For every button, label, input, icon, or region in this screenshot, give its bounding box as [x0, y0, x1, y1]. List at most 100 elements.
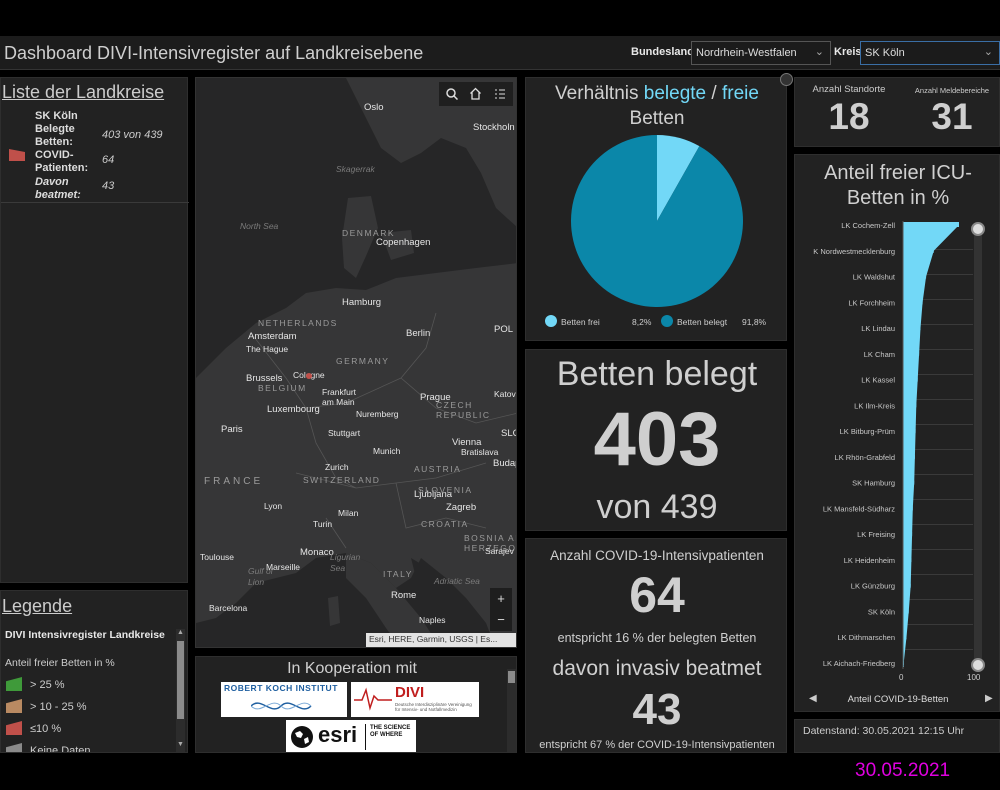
esri-logo-text: esri — [318, 722, 358, 747]
pie-title-belegte: belegte — [643, 83, 707, 104]
bar[interactable] — [903, 300, 923, 305]
map-attribution[interactable]: Esri, HERE, Garmin, USGS | Es... — [366, 633, 516, 647]
map-label-munich: Munich — [373, 446, 401, 456]
pie-chart[interactable] — [570, 134, 744, 308]
bar-category-label: SK Hamburg — [852, 479, 895, 488]
bar[interactable] — [903, 248, 934, 253]
chart-scroll-handle-bottom[interactable] — [971, 658, 985, 672]
map-label-hamburg: Hamburg — [342, 297, 382, 308]
zoom-in-button[interactable]: + — [490, 588, 512, 610]
icu-bar-chart[interactable]: LK Cochem-Zell K Nordwestmecklenburg LK Wa… — [795, 155, 1000, 712]
map-basemap — [196, 78, 516, 647]
home-icon[interactable] — [469, 87, 482, 100]
search-icon[interactable] — [446, 88, 458, 100]
divi-logo[interactable]: DIVI Deutsche Interdisziplinäre Vereinig… — [351, 682, 479, 717]
bar[interactable] — [903, 635, 907, 640]
chevron-down-icon: ⌄ — [983, 46, 993, 58]
chart-next-icon[interactable]: ▶ — [985, 693, 993, 704]
map-label-stuttgart: Stuttgart — [328, 428, 361, 438]
map-label-katow: Katov — [494, 389, 516, 399]
map-label-copenhagen: Copenhagen — [376, 237, 431, 248]
bar[interactable] — [903, 532, 913, 537]
pie-title: Verhältnis belegte / freie — [526, 83, 788, 105]
legend-title[interactable]: Legende — [2, 596, 73, 616]
map-label-lyon: Lyon — [264, 501, 283, 511]
bar[interactable] — [903, 274, 927, 279]
zoom-out-button[interactable]: − — [490, 609, 512, 631]
list-item[interactable]: SK Köln Belegte Betten: 403 von 439 COVI… — [1, 106, 189, 202]
map-label-oslo: Oslo — [364, 102, 384, 113]
bar-category-label: LK Waldshut — [853, 273, 896, 282]
map-label-zagreb: Zagreb — [446, 502, 477, 513]
legend-item-label: > 25 % — [30, 679, 65, 691]
legend-scrollbar[interactable]: ▲ ▼ — [176, 629, 185, 752]
map-label-brussels: Brussels — [246, 373, 283, 384]
bar[interactable] — [903, 351, 920, 356]
chart-scroll-track[interactable] — [974, 225, 982, 665]
covid-value2: 43 — [632, 685, 682, 734]
legend-swatch-icon — [6, 677, 22, 691]
divider — [365, 724, 366, 750]
esri-tagline: THE SCIENCE OF WHERE — [370, 725, 411, 738]
app-title: Dashboard DIVI-Intensivregister auf Land… — [4, 43, 424, 63]
landkreis-list-panel: Liste der Landkreise SK Köln Belegte Bet… — [0, 77, 189, 583]
chart-tab-label[interactable]: Anteil COVID-19-Betten — [847, 694, 949, 705]
map-view[interactable]: Oslo Stockholn Skagerrak North Sea DENMA… — [195, 77, 517, 648]
divi-logo-mark — [354, 687, 392, 711]
map-label-prague: Prague — [420, 392, 451, 403]
list-title[interactable]: Liste der Landkreise — [2, 82, 165, 102]
bar-category-label: LK Dithmarschen — [837, 633, 895, 642]
map-label-milan: Milan — [338, 508, 359, 518]
map-label-paris: Paris — [221, 424, 243, 435]
map-label-stockholm: Stockholn — [473, 122, 515, 133]
rki-logo-mark — [251, 702, 312, 710]
map-label-denmark: DENMARK — [342, 228, 396, 238]
bundesland-select[interactable]: Nordrhein-Westfalen ⌄ — [691, 41, 831, 65]
pie-slice-belegt[interactable] — [571, 135, 743, 307]
map-label-belgium: BELGIUM — [258, 383, 307, 393]
kreis-select[interactable]: SK Köln ⌄ — [860, 41, 1000, 65]
bar[interactable] — [903, 326, 921, 331]
pie-legend-frei: Betten frei — [561, 317, 600, 327]
bar[interactable] — [903, 223, 959, 227]
bar-category-label: LK Aichach-Friedberg — [823, 659, 895, 668]
chart-prev-icon[interactable]: ◀ — [809, 693, 817, 704]
list-key-beatmet: Davon beatmet: — [35, 176, 81, 201]
pie-slice-frei[interactable] — [657, 135, 700, 221]
bar[interactable] — [903, 454, 915, 459]
bar[interactable] — [903, 377, 918, 382]
pie-title-line2: Betten — [629, 108, 685, 129]
scrollbar-thumb[interactable] — [508, 671, 515, 683]
list-val-covid: 64 — [102, 154, 115, 166]
map-label-turin: Turin — [313, 519, 333, 529]
bar[interactable] — [903, 403, 917, 408]
bar[interactable] — [903, 557, 912, 562]
cooperation-panel: In Kooperation mit ROBERT KOCH INSTITUT … — [195, 656, 517, 753]
bar-category-label: LK Mansfeld-Südharz — [823, 504, 895, 513]
map-label-croatia: CROATIA — [421, 519, 469, 529]
bar[interactable] — [903, 609, 909, 614]
chevron-down-icon: ⌄ — [814, 46, 824, 58]
pie-chart-panel: Verhältnis belegte / freie Betten Betten… — [525, 77, 787, 341]
cooperation-scrollbar[interactable] — [507, 669, 516, 752]
bar[interactable] — [903, 583, 911, 588]
layer-list-icon[interactable] — [494, 88, 506, 100]
scroll-up-icon[interactable]: ▲ — [177, 629, 184, 636]
bar[interactable] — [903, 480, 915, 485]
rki-logo[interactable]: ROBERT KOCH INSTITUT — [221, 682, 347, 717]
esri-logo[interactable]: esri THE SCIENCE OF WHERE — [286, 720, 416, 752]
scroll-down-icon[interactable]: ▼ — [177, 741, 184, 748]
bar[interactable] — [903, 429, 916, 434]
map-label-sarajevo: Sarajev — [485, 546, 514, 556]
map-label-north-sea: North Sea — [240, 221, 279, 231]
expand-icon[interactable] — [780, 73, 793, 86]
scrollbar-thumb[interactable] — [177, 641, 184, 719]
bar[interactable] — [903, 506, 913, 511]
covid-panel: Anzahl COVID-19-Intensivpatienten 64 ent… — [525, 538, 787, 753]
cooperation-title: In Kooperation mit — [287, 660, 417, 677]
selected-location-marker[interactable] — [306, 373, 312, 379]
rki-logo-text: ROBERT KOCH INSTITUT — [224, 683, 338, 693]
chart-scroll-handle-top[interactable] — [971, 222, 985, 236]
list-key-belegte: Belegte Betten: — [35, 123, 75, 148]
list-key-covid: COVID-Patienten: — [35, 149, 89, 174]
